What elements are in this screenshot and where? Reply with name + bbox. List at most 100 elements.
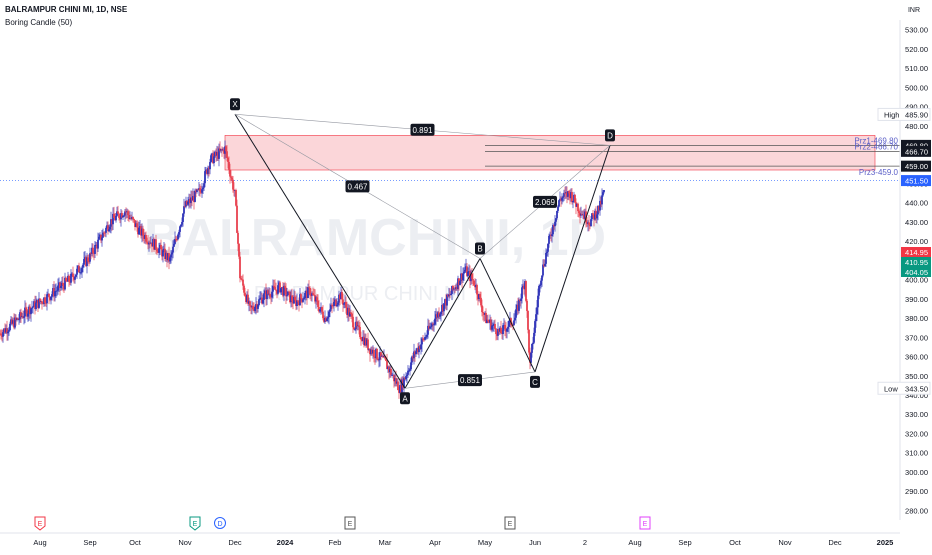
candle-body: [534, 321, 536, 333]
candle-body: [240, 278, 242, 280]
candle-body: [287, 291, 289, 296]
event-letter: E: [193, 521, 198, 528]
candle-body: [302, 299, 304, 302]
candle-body: [547, 243, 549, 252]
candle-body: [298, 301, 300, 306]
candle-body: [273, 285, 275, 287]
candle-body: [169, 257, 171, 262]
candle-body: [9, 323, 11, 331]
candle-body: [284, 285, 286, 288]
candle-body: [599, 200, 601, 211]
candle-body: [564, 192, 566, 194]
candle-body: [579, 212, 581, 216]
candle-body: [7, 331, 9, 334]
candle-body: [532, 342, 534, 344]
candle-body: [29, 306, 31, 315]
pattern-point-label: D: [607, 131, 613, 140]
candle-body: [567, 191, 569, 197]
candle-body: [505, 328, 507, 332]
candle-body: [364, 338, 366, 346]
symbol-title[interactable]: BALRAMPUR CHINI MI, 1D, NSE: [5, 5, 128, 14]
candle-body: [87, 257, 89, 262]
candle-body: [20, 312, 22, 317]
candle-body: [162, 250, 164, 257]
candle-body: [358, 325, 360, 327]
candle-body: [157, 251, 159, 253]
candle-body: [293, 296, 295, 304]
candle-body: [351, 314, 353, 317]
candle-body: [362, 336, 364, 342]
candle-body: [73, 277, 75, 280]
candle-body: [202, 187, 204, 190]
candle-body: [589, 224, 591, 227]
event-letter: E: [508, 521, 513, 528]
candle-body: [460, 273, 462, 282]
candle-body: [415, 351, 417, 355]
candle-body: [414, 351, 416, 355]
candle-body: [297, 300, 299, 302]
candle-body: [557, 206, 559, 211]
candle-body: [366, 339, 368, 346]
y-tick-label: 280.00: [905, 506, 928, 515]
candle-body: [419, 346, 421, 350]
y-tick-label: 330.00: [905, 410, 928, 419]
candle-body: [326, 318, 328, 322]
candle-body: [421, 338, 423, 345]
prz-label: Prz3-459.0: [859, 168, 899, 177]
candle-body: [26, 309, 28, 317]
candle-body: [35, 302, 37, 310]
candle-body: [356, 321, 358, 326]
candle-body: [307, 287, 309, 299]
candle-body: [154, 239, 156, 250]
candle-body: [257, 305, 259, 309]
candle-body: [102, 232, 104, 238]
candle-body: [392, 374, 394, 376]
candle-body: [149, 242, 151, 244]
candle-body: [260, 297, 262, 299]
candle-body: [34, 301, 36, 310]
x-tick-label: Mar: [379, 538, 392, 547]
candle-body: [395, 378, 397, 384]
pattern-leg: [234, 113, 406, 389]
candle-body: [345, 302, 347, 308]
candle-body: [75, 274, 77, 277]
candle-body: [127, 211, 129, 216]
candle-body: [80, 272, 82, 274]
candle-body: [263, 293, 265, 300]
currency-label: INR: [907, 7, 920, 14]
candle-body: [31, 307, 33, 309]
candle-body: [55, 290, 57, 292]
candle-body: [473, 280, 475, 285]
candle-body: [569, 193, 571, 199]
pattern-point-badge: [400, 392, 410, 405]
candle-body: [561, 197, 563, 201]
candle-body: [529, 352, 531, 363]
candle-body: [300, 294, 302, 299]
candle-body: [550, 234, 552, 236]
y-tick-label: 290.00: [905, 487, 928, 496]
candle-body: [582, 214, 584, 216]
candle-body: [117, 211, 119, 214]
candle-body: [220, 148, 222, 151]
candle-body: [42, 303, 44, 305]
candle-body: [476, 285, 478, 295]
candle-body: [160, 244, 162, 250]
x-tick-label: Aug: [33, 538, 46, 547]
candle-body: [210, 155, 212, 163]
candle-body: [398, 390, 400, 393]
candle-body: [401, 379, 403, 393]
pattern-point-label: C: [532, 378, 538, 387]
candle-body: [85, 257, 87, 266]
candle-body: [242, 279, 244, 286]
prz-price-tag-text: 459.00: [905, 162, 928, 171]
candle-body: [568, 191, 570, 194]
candle-body: [266, 290, 268, 300]
y-tick-label: 490.00: [905, 103, 928, 112]
indicator-label[interactable]: Boring Candle (50): [5, 18, 73, 27]
prz-label: Prz2-466.70: [854, 142, 898, 151]
candle-body: [237, 232, 239, 244]
y-tick-label: 520.00: [905, 45, 928, 54]
x-tick-label: Feb: [329, 538, 342, 547]
